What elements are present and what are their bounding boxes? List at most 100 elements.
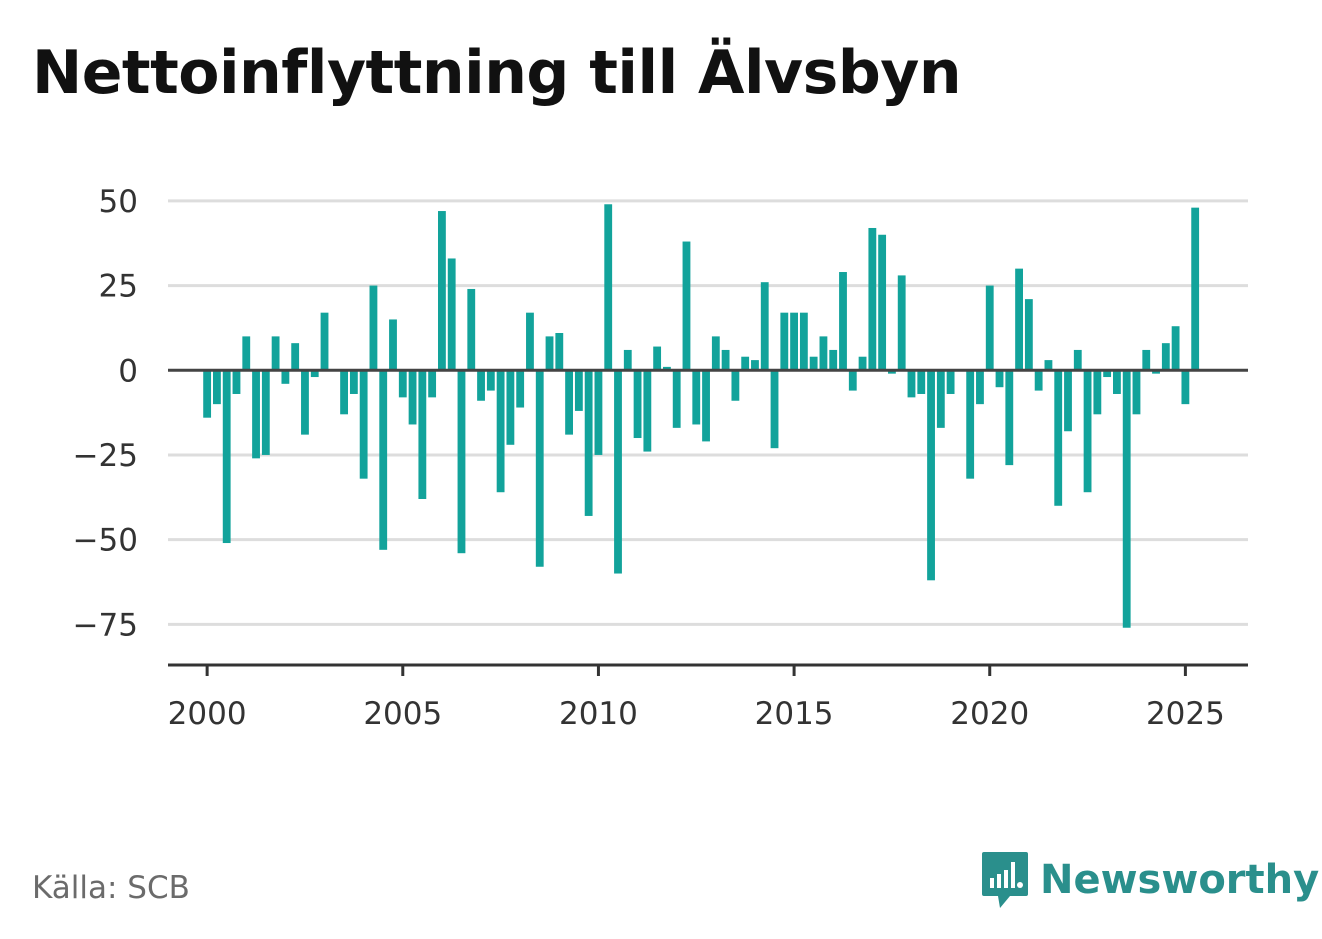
bar <box>985 285 994 371</box>
bar <box>770 370 779 449</box>
bar <box>242 336 251 371</box>
bar <box>829 349 838 371</box>
bar <box>203 370 212 418</box>
bar <box>858 356 867 371</box>
bar <box>477 370 485 401</box>
bar <box>946 370 955 394</box>
brand-logo[interactable]: Newsworthy <box>980 850 1319 910</box>
bar <box>467 288 476 371</box>
bar <box>1024 299 1033 371</box>
bar <box>438 211 446 371</box>
x-tick-label: 2020 <box>950 696 1029 732</box>
bar <box>1181 370 1190 405</box>
bar <box>232 370 241 394</box>
bar <box>1034 370 1043 391</box>
y-tick-label: 25 <box>99 269 138 305</box>
bar <box>614 370 622 574</box>
bar <box>1113 370 1121 394</box>
y-tick-label: −50 <box>73 523 138 559</box>
bar <box>213 370 221 405</box>
bar <box>868 227 877 371</box>
bar <box>1073 349 1082 371</box>
bar <box>672 370 681 428</box>
bar <box>301 370 309 435</box>
bar <box>408 370 417 425</box>
bar <box>907 370 916 398</box>
newsworthy-logo-icon <box>982 852 1028 908</box>
bar <box>927 370 935 581</box>
axes <box>168 368 1248 676</box>
bar <box>584 370 593 516</box>
bar <box>897 275 906 371</box>
bar <box>545 336 554 371</box>
bar <box>692 370 701 425</box>
bar <box>398 370 407 398</box>
grid-lines <box>168 199 1248 626</box>
bar <box>702 370 710 442</box>
bar <box>1044 360 1053 371</box>
bar <box>320 312 329 371</box>
bar <box>1142 349 1151 371</box>
bar <box>888 370 896 374</box>
x-tick-label: 2010 <box>559 696 638 732</box>
bar <box>1015 268 1023 371</box>
bar <box>623 349 632 371</box>
bar <box>790 312 798 371</box>
bar <box>848 370 857 391</box>
bar <box>516 370 525 408</box>
bar <box>1152 370 1160 374</box>
bar <box>457 370 466 554</box>
bar <box>428 370 437 398</box>
bar <box>917 370 926 394</box>
bar <box>731 370 740 401</box>
bar <box>291 343 300 371</box>
bar <box>1171 326 1180 371</box>
bar <box>310 370 319 378</box>
bar <box>1122 370 1131 628</box>
bar <box>526 312 534 371</box>
bar <box>878 234 887 371</box>
bar <box>751 360 759 371</box>
bar <box>1161 343 1170 371</box>
bar <box>222 370 231 544</box>
y-tick-label: −25 <box>73 438 138 474</box>
bar <box>261 370 270 455</box>
bar <box>1005 370 1014 466</box>
bar <box>447 258 456 371</box>
bar <box>839 272 847 371</box>
y-tick-label: 0 <box>118 353 138 389</box>
tick-labels: 50 25 0 −25 −50 −75 2000 2005 2010 2015 2020 2025 <box>73 184 1225 732</box>
bar <box>663 366 671 371</box>
bar <box>1083 370 1092 493</box>
bar <box>809 356 818 371</box>
bar <box>594 370 603 455</box>
bar <box>281 370 290 384</box>
bar <box>976 370 984 405</box>
bar <box>252 370 260 459</box>
bar <box>1132 370 1141 415</box>
x-tick-label: 2015 <box>755 696 834 732</box>
bar <box>604 204 613 371</box>
bar <box>379 370 388 550</box>
bar <box>535 370 544 567</box>
bar <box>1191 207 1200 371</box>
bar <box>721 349 730 371</box>
bar <box>643 370 652 452</box>
bar <box>760 282 769 371</box>
bars <box>203 204 1200 628</box>
bar <box>349 370 358 394</box>
bar <box>565 370 573 435</box>
bar <box>340 370 348 415</box>
bar <box>506 370 515 445</box>
bar <box>1064 370 1072 432</box>
bar <box>995 370 1004 388</box>
bar <box>369 285 378 371</box>
bar <box>496 370 505 493</box>
bar <box>741 356 750 371</box>
bar <box>574 370 583 411</box>
bar <box>633 370 642 439</box>
x-tick-label: 2005 <box>363 696 442 732</box>
bar <box>1103 370 1112 378</box>
brand-name: Newsworthy <box>1040 857 1320 903</box>
